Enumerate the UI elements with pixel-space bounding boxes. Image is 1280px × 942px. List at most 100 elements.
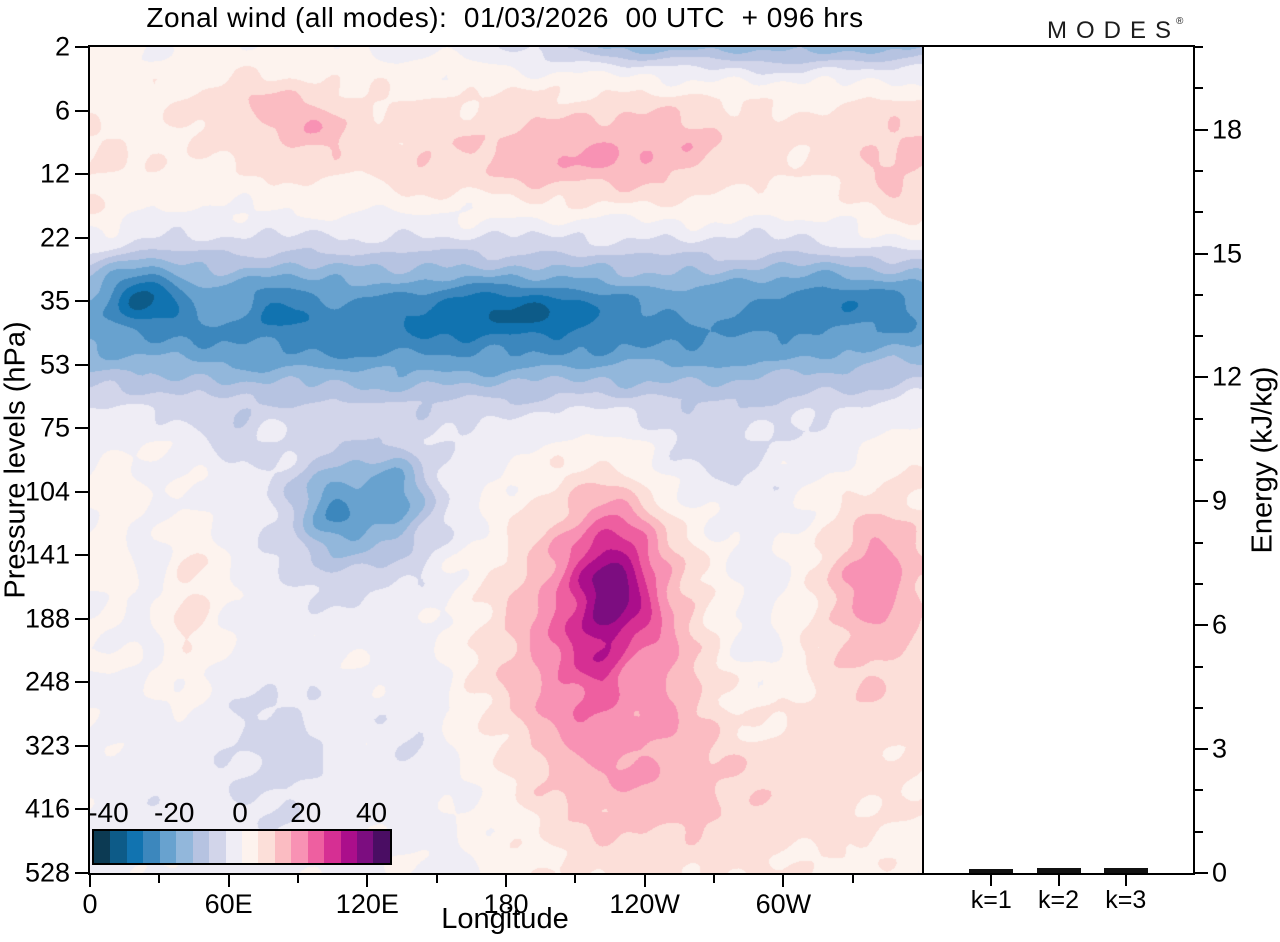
pressure-axis-tick [75,872,88,874]
pressure-axis-tick-label: 35 [39,285,70,316]
longitude-axis-tick-label: 60W [755,889,812,919]
energy-axis-tick-label: 12 [1212,361,1243,392]
energy-bar-tick [990,875,993,886]
plot-frame [88,45,1195,875]
longitude-axis-tick [505,875,507,887]
pressure-axis-tick-label: 141 [24,539,70,570]
colorbar-tick-label: 20 [290,797,322,828]
pressure-axis-tick-label: 22 [39,222,70,253]
energy-axis-minor-tick [1195,211,1203,214]
longitude-axis-tick-label: 180 [483,889,529,919]
energy-axis-tick [1195,128,1208,131]
colorbar-cell [274,831,292,863]
pressure-axis-tick-label: 416 [24,793,70,824]
pressure-axis-tick-label: 104 [24,476,70,507]
longitude-axis-label: Longitude [441,903,569,935]
energy-axis-tick [1195,624,1208,627]
pressure-axis-tick-label: 323 [24,730,70,761]
pressure-axis-tick-label: 188 [24,603,70,634]
pressure-axis-tick-label: 248 [24,666,70,697]
colorbar-cell [373,831,390,863]
colorbar-cell [110,831,127,863]
pressure-axis-tick-label: 6 [54,95,70,126]
colorbar-cell [209,831,226,863]
colorbar [92,829,392,865]
energy-bar-label: k=2 [1037,886,1080,914]
energy-bar [969,869,1014,873]
energy-axis-minor-tick [1195,417,1203,420]
pressure-axis-tick-label: 12 [39,158,70,189]
energy-axis-label: Energy (kJ/kg) [1246,366,1279,554]
pressure-axis-tick [75,617,88,620]
energy-bar [1103,868,1148,873]
pressure-axis-tick [75,300,88,303]
panel-divider [922,47,924,873]
pressure-axis-tick [75,744,88,747]
energy-axis-tick-label: 6 [1212,609,1228,640]
colorbar-tick-label: -20 [153,797,195,828]
energy-axis-minor-tick [1195,706,1203,709]
colorbar-cell [176,831,193,863]
colorbar-cell [159,831,177,863]
longitude-axis-tick-label: 60E [204,889,253,919]
colorbar-cell [357,831,374,863]
longitude-axis-tick [782,875,785,887]
pressure-axis-tick [75,427,88,430]
energy-axis-minor-tick [1195,541,1203,544]
registered-mark-icon: ® [1176,16,1184,27]
longitude-axis-tick [227,875,230,887]
modes-logo: MODES® [1047,16,1183,45]
energy-bar-label: k=3 [1105,886,1147,914]
pressure-axis-tick-label: 2 [54,31,70,62]
contour-canvas [90,47,922,873]
energy-axis-tick-label: 0 [1212,857,1228,888]
energy-axis-minor-tick [1195,830,1203,833]
colorbar-cell [258,831,275,863]
colorbar-cell [291,831,308,863]
energy-axis-tick [1195,748,1208,751]
longitude-axis-minor-tick [574,875,577,883]
colorbar-cell [225,831,242,863]
longitude-axis-minor-tick [851,875,854,883]
energy-axis-minor-tick [1195,46,1203,48]
pressure-axis-tick-label: 75 [39,412,70,443]
energy-axis-tick [1195,872,1208,874]
energy-axis-minor-tick [1195,293,1203,296]
longitude-axis-tick-label: 120W [609,889,680,919]
pressure-axis-tick [75,363,88,366]
energy-axis-tick [1195,252,1208,255]
colorbar-tick-label: -40 [88,797,129,828]
energy-axis-tick-label: 15 [1212,238,1243,268]
pressure-axis-tick [75,46,88,48]
colorbar-cell [340,831,357,863]
modes-logo-text: MODES [1047,17,1181,44]
energy-axis-minor-tick [1195,169,1203,172]
colorbar-cell [94,831,111,863]
longitude-axis-tick [366,875,369,887]
energy-axis-minor-tick [1195,335,1203,338]
pressure-axis-tick [75,490,88,493]
energy-axis-minor-tick [1195,459,1203,461]
energy-axis-minor-tick [1195,789,1203,792]
energy-axis-minor-tick [1195,87,1203,90]
energy-bar [1036,868,1081,873]
longitude-axis-tick-label: 120E [335,889,399,919]
pressure-axis-tick [75,554,88,557]
chart-title: Zonal wind (all modes): 01/03/2026 00 UT… [146,2,864,33]
longitude-axis-minor-tick [297,875,299,883]
energy-axis-minor-tick [1195,665,1203,668]
longitude-axis-minor-tick [435,875,438,883]
energy-axis-tick [1195,500,1208,503]
energy-axis-tick [1195,376,1208,379]
colorbar-cell [241,831,259,863]
longitude-axis-minor-tick [713,875,715,883]
pressure-axis-tick-label: 528 [24,857,70,888]
energy-axis-minor-tick [1195,582,1203,585]
pressure-axis-tick [75,681,88,684]
energy-bar-label: k=1 [970,886,1012,914]
longitude-axis-tick [89,875,91,887]
pressure-axis-tick [75,109,88,112]
energy-axis-tick-label: 18 [1212,114,1243,145]
colorbar-cell [192,831,210,863]
